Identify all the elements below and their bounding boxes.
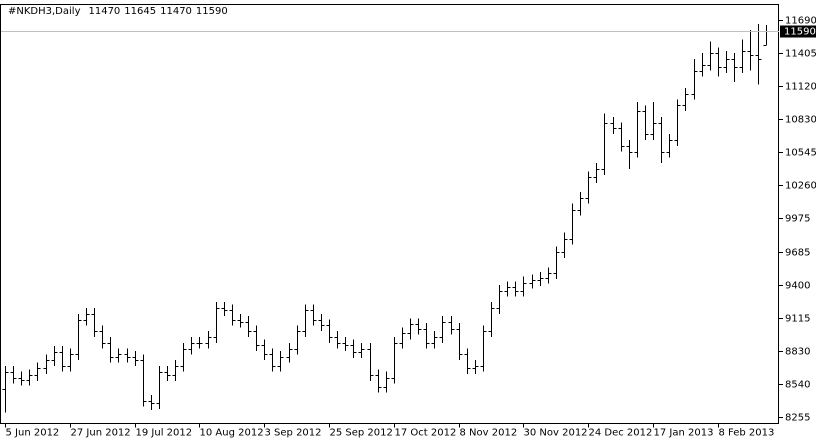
y-tick-label: 8540	[785, 380, 810, 391]
y-tick-label: 9685	[785, 248, 810, 259]
y-tick-label: 11120	[785, 82, 816, 93]
chart-title: #NKDH3,Daily 11470 11645 11470 11590	[8, 6, 228, 17]
x-tick-label: 17 Jan 2013	[654, 428, 714, 439]
x-tick-label: 8 Feb 2013	[719, 428, 775, 439]
y-tick-label: 10545	[785, 148, 816, 159]
x-tick-label: 5 Jun 2012	[6, 428, 60, 439]
plot-frame	[0, 4, 779, 424]
x-tick-label: 8 Nov 2012	[460, 428, 518, 439]
y-tick-label: 9115	[785, 314, 810, 325]
x-tick-label: 27 Jun 2012	[71, 428, 131, 439]
symbol: #NKDH3,Daily	[8, 6, 81, 17]
last-high: 11645	[124, 6, 156, 17]
x-tick-label: 24 Dec 2012	[589, 428, 653, 439]
y-tick-label: 9400	[785, 281, 810, 292]
last-close: 11590	[196, 6, 228, 17]
x-tick-label: 25 Sep 2012	[330, 428, 393, 439]
y-tick-label: 10830	[785, 115, 816, 126]
current-price-box	[780, 25, 816, 38]
x-tick-label: 3 Sep 2012	[265, 428, 322, 439]
y-tick-label: 8830	[785, 347, 810, 358]
y-tick-label: 10260	[785, 181, 816, 192]
x-tick-label: 10 Aug 2012	[200, 428, 264, 439]
y-tick-label: 9975	[785, 214, 810, 225]
x-tick-label: 19 Jul 2012	[136, 428, 193, 439]
x-tick-label: 30 Nov 2012	[524, 428, 588, 439]
last-open: 11470	[88, 6, 120, 17]
x-tick-label: 17 Oct 2012	[395, 428, 457, 439]
y-tick-label: 11690	[785, 16, 816, 27]
y-tick-label: 8255	[785, 413, 810, 424]
y-tick-label: 11405	[785, 49, 816, 60]
last-low: 11470	[160, 6, 192, 17]
current-price-label: 11590	[784, 27, 816, 38]
